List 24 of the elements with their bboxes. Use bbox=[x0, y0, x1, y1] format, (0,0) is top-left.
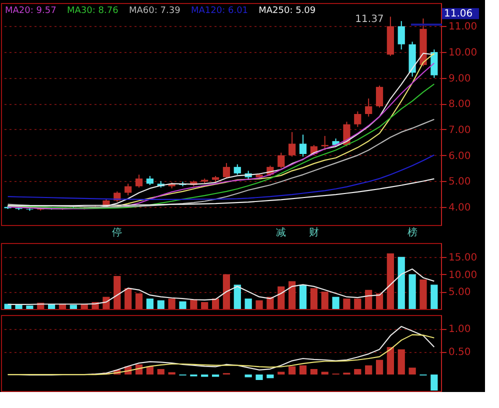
y-tick-label: 5.00 bbox=[448, 287, 471, 298]
y-tick-label: 7.00 bbox=[448, 124, 471, 136]
x-tick-label: 减 bbox=[276, 226, 286, 238]
x-tick-label: 榜 bbox=[407, 226, 418, 238]
x-tick-label: 停 bbox=[112, 226, 122, 238]
y-tick-label: 15.00 bbox=[448, 252, 478, 264]
y-tick-label: 5.00 bbox=[448, 176, 471, 188]
ref-line-label: 11.06 bbox=[444, 8, 473, 20]
y-tick-label: 6.00 bbox=[448, 150, 471, 162]
y-tick-label: 1.00 bbox=[448, 324, 471, 336]
text: MA120: 6.01 bbox=[191, 6, 248, 16]
y-tick-label: 10.00 bbox=[448, 48, 478, 59]
text: MA250: 5.09 bbox=[258, 6, 316, 16]
y-tick-label: 0.50 bbox=[448, 347, 471, 358]
y-tick-label: 4.00 bbox=[448, 202, 471, 214]
y-tick-label: 9.00 bbox=[448, 73, 471, 84]
y-tick-label: 11.00 bbox=[448, 22, 478, 33]
y-tick-label: 10.00 bbox=[448, 270, 478, 281]
x-tick-label: 财 bbox=[308, 226, 319, 238]
annotation: 11.37 bbox=[355, 14, 384, 25]
text: MA20: 9.57 bbox=[5, 6, 56, 16]
text: MA30: 8.76 bbox=[67, 6, 119, 16]
text: MA60: 7.39 bbox=[129, 6, 181, 16]
y-tick-label: 8.00 bbox=[448, 99, 471, 110]
